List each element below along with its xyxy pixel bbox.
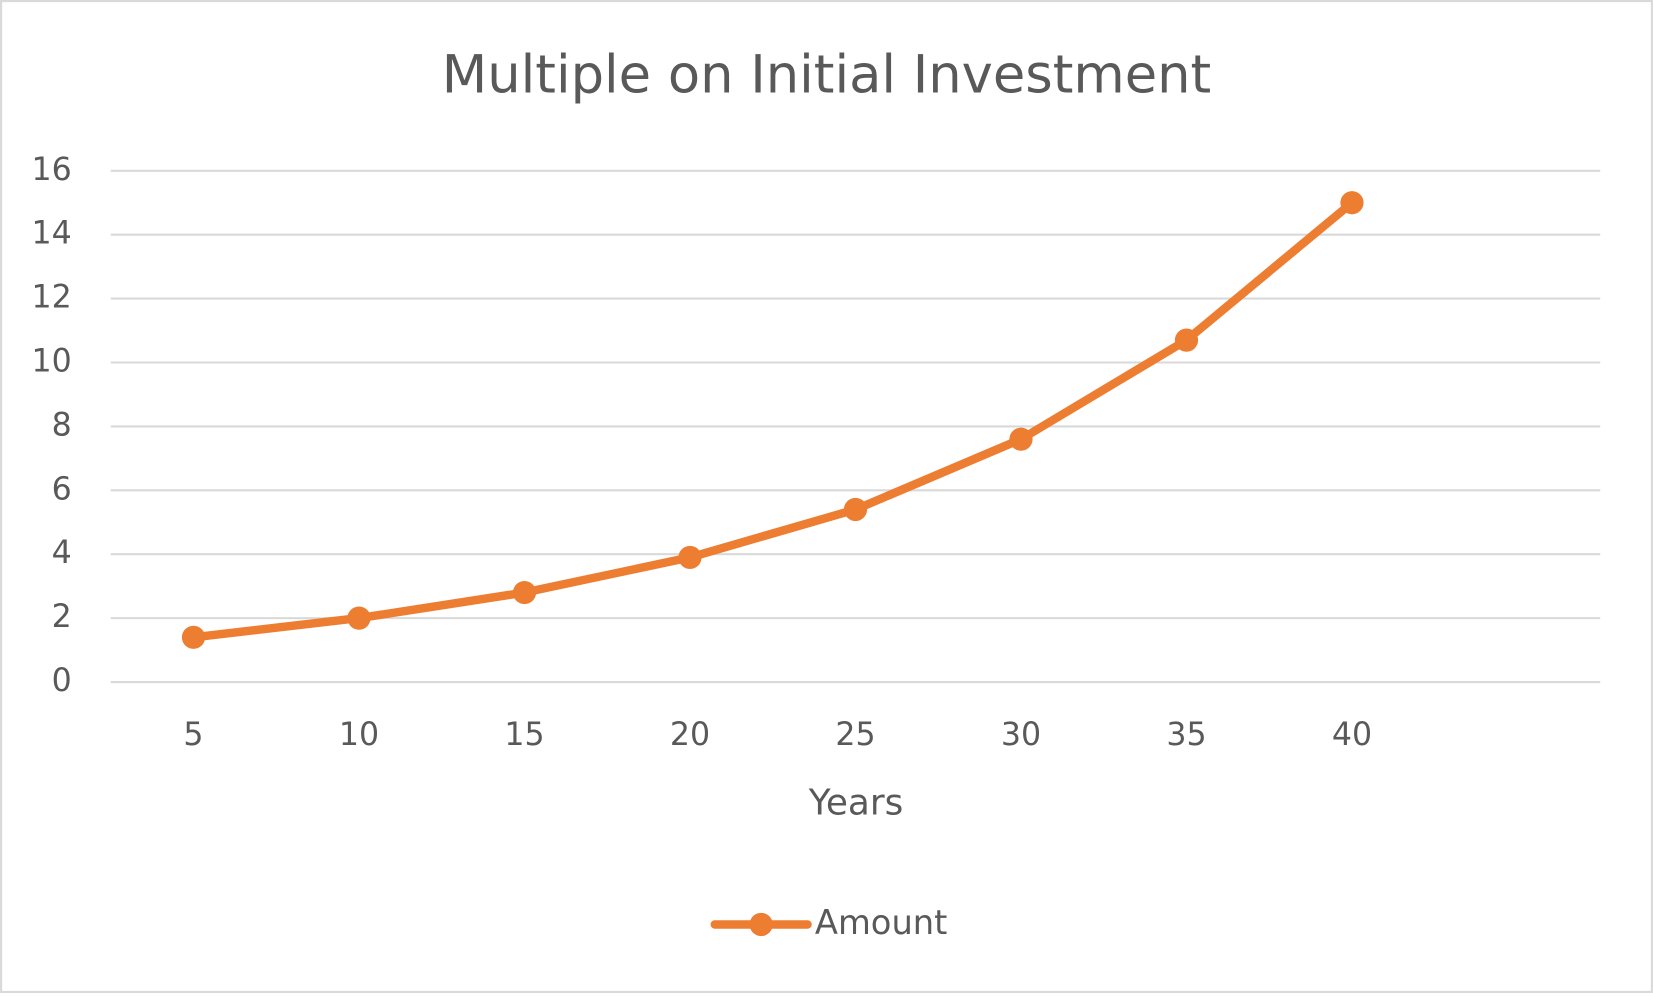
data-point <box>512 580 537 605</box>
x-tick-label: 20 <box>670 717 710 753</box>
y-tick-label: 0 <box>52 663 72 699</box>
y-tick-label: 14 <box>32 216 72 252</box>
x-tick-label: 5 <box>183 717 203 753</box>
data-point <box>1340 191 1364 215</box>
x-tick-label: 10 <box>339 717 379 753</box>
x-tick-label: 40 <box>1332 717 1372 753</box>
data-point <box>347 606 371 630</box>
data-point <box>1009 427 1033 451</box>
y-tick-label: 6 <box>52 471 72 507</box>
data-point <box>1174 328 1199 352</box>
y-tick-label: 8 <box>52 407 72 443</box>
series-line <box>189 198 1357 642</box>
y-tick-label: 10 <box>32 343 72 379</box>
y-tick-label: 16 <box>32 152 72 188</box>
y-tick-label: 12 <box>32 280 72 316</box>
x-tick-label: 30 <box>1001 717 1041 753</box>
x-tick-label: 15 <box>504 717 544 753</box>
y-tick-label: 2 <box>52 599 72 635</box>
legend-label: Amount <box>815 903 948 942</box>
x-tick-label: 25 <box>835 717 875 753</box>
y-tick-label: 4 <box>52 535 72 571</box>
data-point <box>181 625 206 649</box>
x-axis-title: Years <box>808 782 904 823</box>
chart-title: Multiple on Initial Investment <box>442 45 1211 106</box>
legend-marker <box>749 912 773 937</box>
data-point <box>678 545 702 570</box>
x-tick-label: 35 <box>1166 717 1206 753</box>
data-point <box>843 497 868 522</box>
